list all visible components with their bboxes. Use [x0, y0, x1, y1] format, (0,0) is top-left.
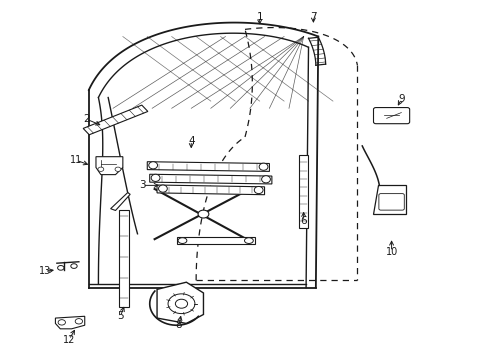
- Polygon shape: [55, 316, 85, 329]
- Text: 13: 13: [39, 266, 51, 276]
- Text: 6: 6: [300, 216, 307, 226]
- FancyBboxPatch shape: [379, 194, 404, 210]
- Polygon shape: [299, 155, 308, 228]
- Ellipse shape: [98, 167, 104, 171]
- Text: 8: 8: [176, 320, 182, 330]
- Text: 3: 3: [139, 180, 146, 190]
- Text: 2: 2: [83, 114, 90, 124]
- Ellipse shape: [259, 163, 268, 170]
- FancyBboxPatch shape: [373, 108, 410, 124]
- Ellipse shape: [168, 294, 195, 314]
- Polygon shape: [147, 162, 270, 171]
- Text: 11: 11: [70, 155, 82, 165]
- Ellipse shape: [198, 210, 209, 218]
- Polygon shape: [373, 185, 406, 214]
- Ellipse shape: [178, 238, 187, 243]
- Polygon shape: [96, 157, 123, 175]
- Ellipse shape: [175, 299, 188, 308]
- Ellipse shape: [58, 320, 66, 325]
- Polygon shape: [157, 282, 203, 323]
- Ellipse shape: [151, 174, 160, 181]
- Ellipse shape: [71, 264, 77, 269]
- Polygon shape: [111, 193, 130, 211]
- Text: 4: 4: [188, 136, 195, 145]
- Ellipse shape: [75, 319, 82, 324]
- Ellipse shape: [262, 176, 270, 183]
- Ellipse shape: [149, 162, 158, 169]
- Text: 7: 7: [310, 12, 317, 22]
- Ellipse shape: [159, 185, 167, 192]
- Text: 5: 5: [117, 311, 123, 321]
- Ellipse shape: [254, 186, 263, 194]
- Text: 9: 9: [398, 94, 405, 104]
- Ellipse shape: [245, 238, 253, 243]
- Text: 1: 1: [256, 12, 263, 22]
- Polygon shape: [176, 237, 255, 244]
- Polygon shape: [157, 185, 265, 195]
- Text: 10: 10: [386, 247, 398, 257]
- Ellipse shape: [115, 167, 121, 171]
- Ellipse shape: [58, 266, 64, 270]
- Polygon shape: [83, 105, 148, 135]
- Text: 12: 12: [63, 334, 75, 345]
- Polygon shape: [119, 211, 129, 307]
- Polygon shape: [150, 174, 272, 184]
